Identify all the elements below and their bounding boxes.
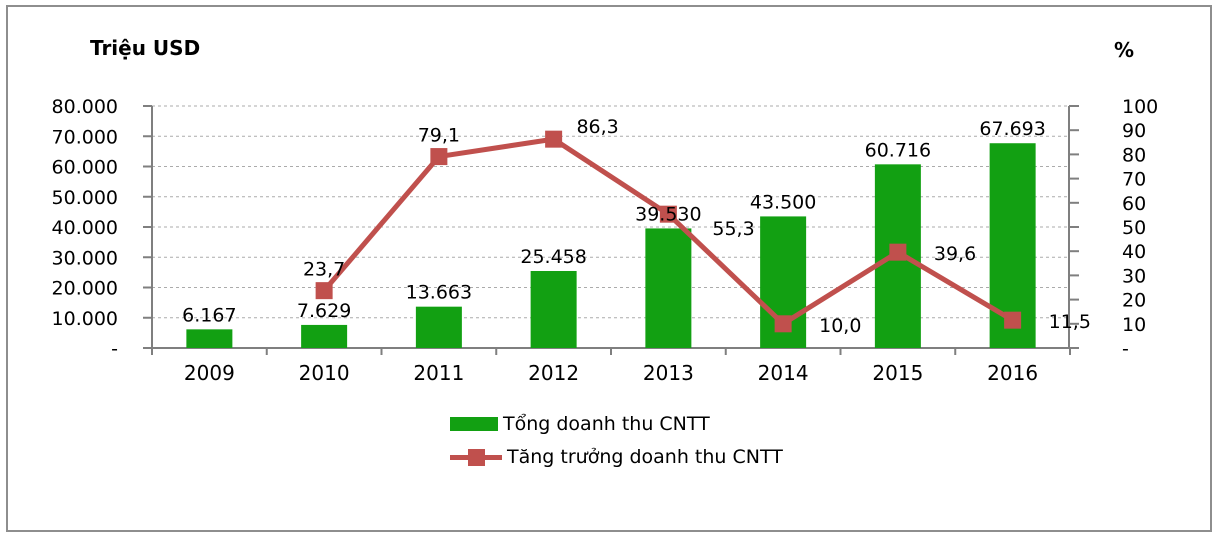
line-marker-2015 [889,243,907,261]
left-axis-tick-label: 20.000 [52,278,118,300]
x-axis-category-label: 2011 [413,361,464,385]
left-axis-tick-label: 60.000 [52,157,118,179]
bar-value-label: 60.716 [865,139,931,161]
right-axis-tick-label: - [1122,338,1129,360]
line-marker-2013 [659,205,677,223]
line-value-label: 55,3 [712,218,754,240]
right-axis-tick-label: 40 [1122,241,1146,263]
line-marker-2016 [1004,311,1022,329]
right-axis-tick-label: 20 [1122,290,1146,312]
legend: Tổng doanh thu CNTT Tăng trưởng doanh th… [450,413,783,468]
line-value-label: 10,0 [819,315,861,337]
line-value-label: 39,6 [934,243,976,265]
bar-value-label: 6.167 [182,304,236,326]
bar-2012 [530,270,577,348]
left-axis-tick-label: 40.000 [52,217,118,239]
bar-2011 [415,306,462,348]
legend-label-growth: Tăng trưởng doanh thu CNTT [507,446,783,468]
line-value-label: 11,5 [1049,311,1091,333]
bar-value-label: 67.693 [979,118,1045,140]
legend-label-revenue: Tổng doanh thu CNTT [503,413,710,435]
right-axis-tick-label: 90 [1122,120,1146,142]
right-axis-tick-label: 60 [1122,193,1146,215]
line-value-label: 79,1 [418,125,460,147]
right-axis-tick-label: 30 [1122,265,1146,287]
line-value-label: 86,3 [576,116,618,138]
legend-item-revenue: Tổng doanh thu CNTT [450,413,783,435]
bar-value-label: 13.663 [406,282,472,304]
line-marker-2010 [315,282,333,300]
legend-item-growth: Tăng trưởng doanh thu CNTT [450,446,783,468]
line-marker-2011 [430,148,448,166]
bar-value-label: 39.530 [635,203,701,225]
left-axis-tick-label: 50.000 [52,187,118,209]
line-value-label: 23,7 [303,259,345,281]
x-axis-category-label: 2012 [528,361,579,385]
x-axis-category-label: 2009 [184,361,235,385]
right-axis-tick-label: 50 [1122,217,1146,239]
left-axis-tick-label: 70.000 [52,126,118,148]
left-axis-tick-label: - [111,338,118,360]
bar-value-label: 7.629 [297,300,351,322]
left-axis-title: Triệu USD [90,36,201,60]
line-marker-2014 [774,315,792,333]
left-axis-tick-label: 80.000 [52,96,118,118]
line-series-swatch-icon [450,448,502,466]
x-axis-category-label: 2013 [643,361,694,385]
left-axis-tick-label: 10.000 [52,308,118,330]
bar-value-label: 25.458 [520,246,586,268]
right-axis-tick-label: 80 [1122,144,1146,166]
x-axis-category-label: 2015 [872,361,923,385]
right-axis-tick-label: 10 [1122,314,1146,336]
left-axis-tick-label: 30.000 [52,247,118,269]
line-marker-2012 [545,130,563,148]
bar-value-label: 43.500 [750,191,816,213]
right-axis-title: % [1114,38,1135,62]
bar-series-swatch-icon [450,417,498,431]
x-axis-category-label: 2016 [987,361,1038,385]
bar-2013 [645,228,692,348]
line-swatch-marker [468,448,485,466]
right-axis-tick-label: 70 [1122,169,1146,191]
x-axis-category-label: 2010 [299,361,350,385]
right-axis-tick-label: 100 [1122,96,1158,118]
x-axis-category-label: 2014 [758,361,809,385]
bar-2009 [186,329,233,348]
bar-2010 [301,324,348,348]
